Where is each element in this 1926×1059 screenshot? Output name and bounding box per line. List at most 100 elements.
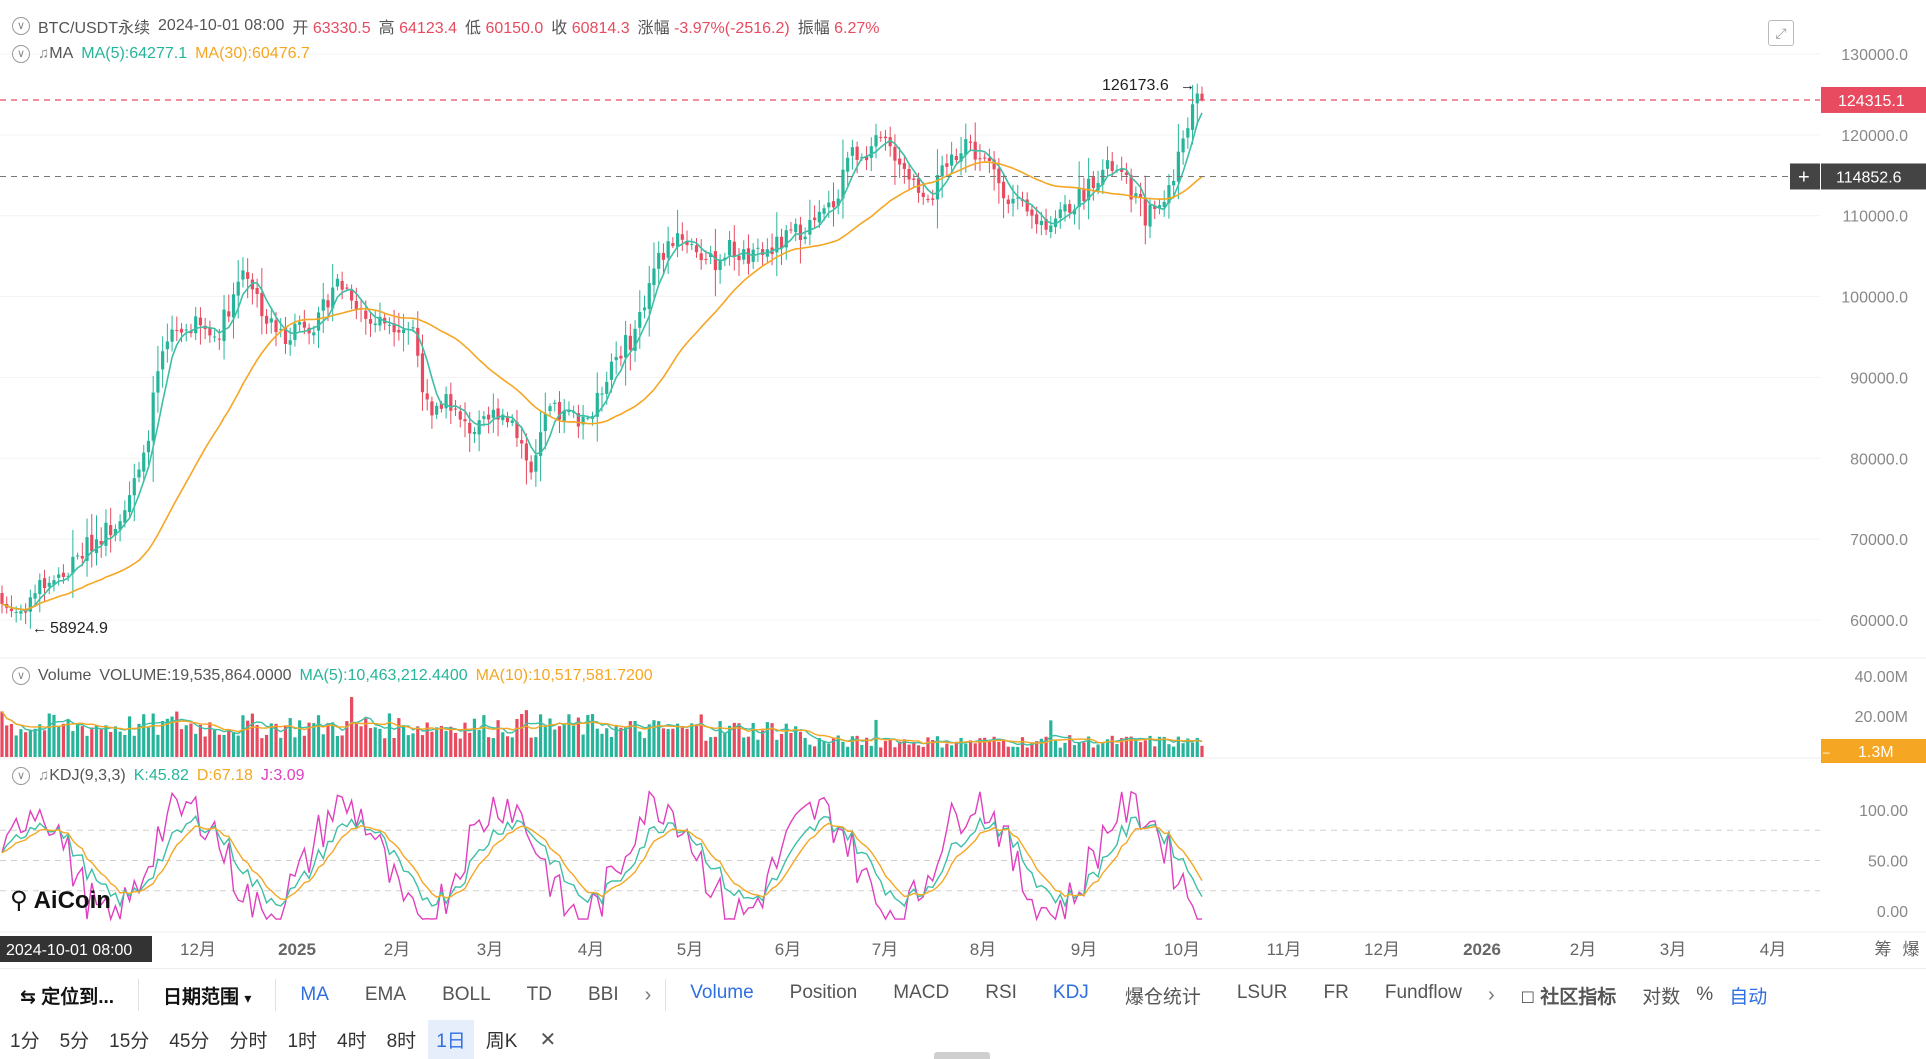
volume-bar [33,728,37,757]
chart-canvas[interactable]: 130000.0 120000.0 110000.0 100000.0 90000.0 8… [0,0,1926,965]
volume-bar [694,724,699,757]
bell-icon[interactable]: ♫ [38,45,50,62]
collapse-chevron-icon[interactable]: ∨ [12,17,30,35]
candle-body [836,198,840,207]
candle-body [1068,204,1072,213]
candle-body [340,280,344,290]
time-axis-tick-label: 12月 [180,940,216,959]
volume-bar [789,732,793,757]
log-scale-button[interactable]: 对数 [1642,986,1681,1008]
volume-bar [350,697,354,757]
volume-bar [756,739,760,757]
candle-body [671,243,675,247]
volume-bar [992,736,996,757]
timeframe-button[interactable]: 45分 [169,1031,210,1052]
chevron-right-icon[interactable]: › [1487,983,1495,1006]
volume-bar [1143,740,1147,757]
sub-indicator-tab[interactable]: 爆仓统计 [1124,986,1201,1008]
sub-indicator-tab[interactable]: Position [789,981,858,1003]
timeframe-button[interactable]: 8时 [386,1031,417,1052]
candle-body [855,146,859,160]
candle-body [491,409,495,418]
timeframe-button[interactable]: 5分 [59,1031,90,1052]
sub-indicator-tab[interactable]: RSI [985,981,1017,1003]
timeframe-button[interactable]: 1日 [428,1020,474,1059]
volume-bar [964,743,968,757]
community-indicator-button[interactable]: ☐ 社区指标 [1503,982,1635,1009]
resize-handle[interactable] [934,1052,990,1059]
timeframe-button[interactable]: 1分 [10,1031,40,1052]
chart-area[interactable]: 130000.0 120000.0 110000.0 100000.0 90000.0 8… [0,0,1926,965]
timeframe-button[interactable]: 1时 [287,1031,318,1052]
candle-body [505,416,510,423]
volume-bar [137,723,141,757]
main-indicator-tab[interactable]: EMA [364,984,407,1005]
ma-name: MA [49,45,74,62]
candle-body [883,136,888,139]
volume-bar [1148,735,1152,757]
candle-body [1167,185,1171,204]
kdj-k: K:45.82 [133,767,189,784]
candle-body [1162,201,1166,207]
candle-body [553,402,557,404]
timeframe-button[interactable]: 15分 [109,1031,150,1052]
volume-bar [973,743,977,757]
candle-body [727,239,732,256]
fullscreen-icon[interactable]: ⤢ [1768,20,1794,46]
volume-bar [5,725,9,757]
volume-bar [1200,745,1204,757]
sub-indicator-tab[interactable]: Fundflow [1384,981,1462,1003]
timeframe-button[interactable]: 4时 [337,1031,367,1052]
bell-icon[interactable]: ♫ [38,767,50,784]
toolbar-divider [138,979,140,1011]
volume-bar [1101,742,1105,757]
main-indicator-tab[interactable]: MA [300,984,329,1005]
volume-bar [727,725,732,757]
candle-body [888,137,892,147]
main-indicator-tab[interactable]: TD [526,984,552,1005]
close-icon[interactable]: ✕ [539,1029,557,1051]
candle-body [170,329,174,342]
sub-indicator-tab[interactable]: MACD [893,981,950,1003]
candle-body [538,432,543,456]
candle-body [283,326,288,345]
volume-axis-tick-label: 40.00M [1855,669,1908,686]
volume-bar [1030,743,1034,757]
main-indicator-tab[interactable]: BBI [587,984,619,1005]
volume-bar [638,731,642,757]
toolbar-divider [275,979,277,1011]
volume-bar [94,725,99,757]
candle-body [1025,199,1029,212]
collapse-chevron-icon[interactable]: ∨ [12,45,30,63]
volume-bar [529,737,533,757]
sub-indicator-tab[interactable]: FR [1323,981,1349,1003]
candle-body [761,249,765,255]
sub-indicator-tab[interactable]: Volume [690,981,754,1003]
candle-body [987,157,992,161]
collapse-chevron-icon[interactable]: ∨ [12,667,30,685]
chevron-right-icon[interactable]: › [644,983,652,1006]
volume-bar [1035,741,1039,757]
collapse-chevron-icon[interactable]: ∨ [12,767,30,785]
candle-body [335,278,340,287]
candle-body [1172,180,1176,186]
candle-body [864,156,869,161]
volume-bar [737,723,741,757]
candle-body [1148,204,1152,227]
volume-bar [127,716,132,757]
candle-body [600,393,604,395]
candle-body [586,417,590,419]
main-indicator-tab[interactable]: BOLL [442,984,491,1005]
auto-scale-button[interactable]: 自动 [1729,986,1768,1008]
sub-indicator-tab[interactable]: LSUR [1236,981,1288,1003]
locate-button[interactable]: ⇆ 定位到... [0,982,132,1009]
volume-bar [742,737,746,757]
percent-scale-button[interactable]: % [1696,984,1714,1005]
timeframe-button[interactable]: 周K [485,1031,518,1052]
candle-body [75,555,80,557]
date-range-button[interactable]: 日期范围 ▾ [145,982,269,1009]
sub-indicator-tab[interactable]: KDJ [1052,981,1089,1003]
timeframe-button[interactable]: 分时 [229,1031,268,1052]
candle-body [1072,209,1077,215]
candle-body [104,522,108,546]
